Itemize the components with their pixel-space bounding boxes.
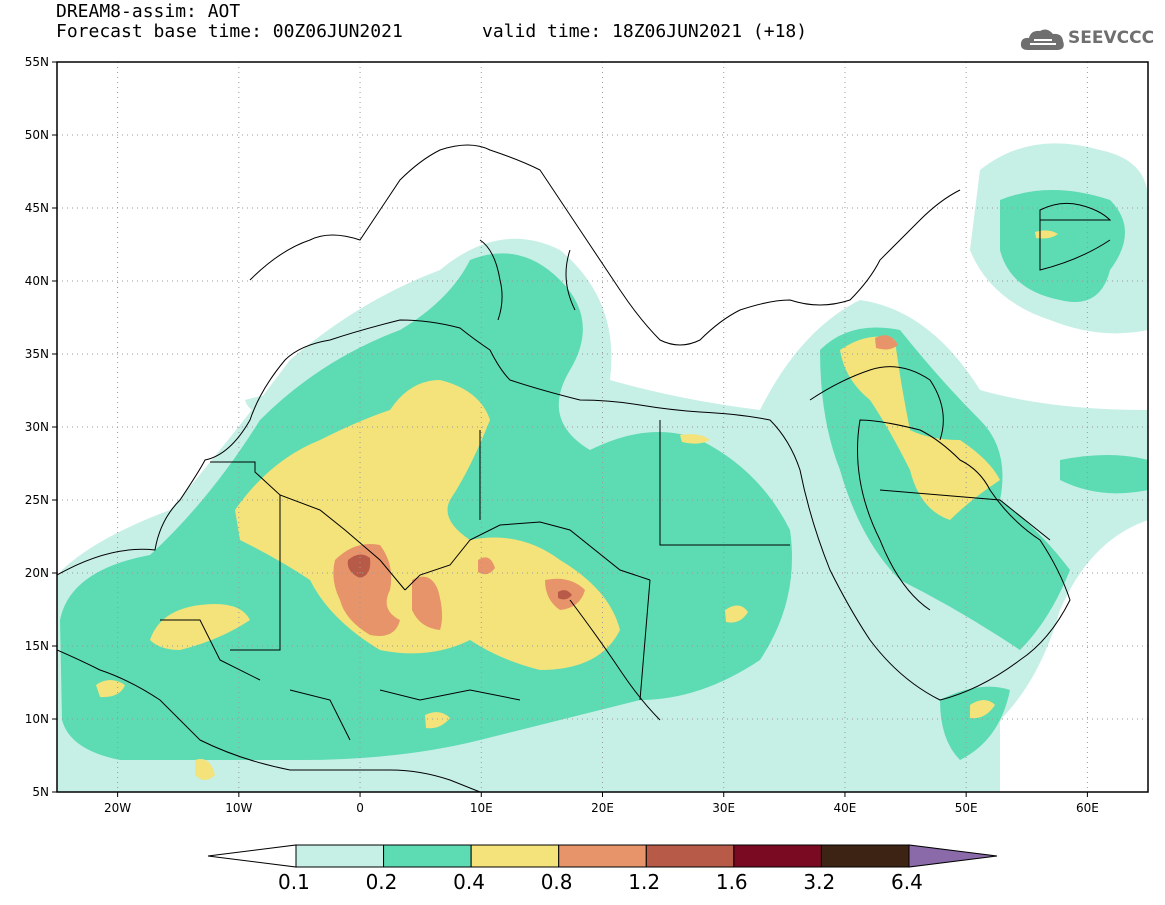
aot-contours <box>57 143 1148 792</box>
lon-label: 0 <box>356 801 364 815</box>
colorbar-label: 3.2 <box>803 870 836 894</box>
lat-label: 20N <box>25 566 49 580</box>
lon-label: 60E <box>1076 801 1099 815</box>
lon-label: 30E <box>712 801 735 815</box>
colorbar-label: 0.1 <box>278 870 310 894</box>
colorbar-box <box>820 844 910 868</box>
coastlines <box>57 144 1112 792</box>
colorbar-high-arrow <box>908 844 998 868</box>
colorbar-box <box>733 844 822 868</box>
colorbar-label: 0.4 <box>453 870 485 894</box>
latitude-labels: 55N 50N 45N 40N 35N 30N 25N 20N 15N 10N 5N <box>25 55 49 799</box>
colorbar-label: 0.8 <box>540 870 573 894</box>
colorbar-label: 1.2 <box>628 870 661 894</box>
lon-label: 20E <box>591 801 614 815</box>
lat-label: 45N <box>25 201 49 215</box>
lat-label: 30N <box>25 420 49 434</box>
lat-label: 35N <box>25 347 49 361</box>
lon-label: 20W <box>104 801 131 815</box>
colorbar-label: 0.2 <box>365 870 398 894</box>
lat-label: 55N <box>25 55 49 69</box>
colorbar-box <box>558 844 647 868</box>
colorbar-box <box>383 844 472 868</box>
axis-ticks <box>52 61 1088 797</box>
colorbar-box <box>645 844 735 868</box>
lat-label: 5N <box>32 785 49 799</box>
map-title: DREAM8-assim: AOT <box>56 1 241 22</box>
lon-label: 40E <box>834 801 857 815</box>
lat-label: 15N <box>25 639 49 653</box>
lon-label: 10E <box>470 801 493 815</box>
colorbar-low-arrow <box>207 844 297 868</box>
colorbar-label: 6.4 <box>891 870 923 894</box>
colorbar-box <box>470 844 560 868</box>
lat-label: 50N <box>25 128 49 142</box>
valid-time: valid time: 18Z06JUN2021 (+18) <box>482 21 808 42</box>
lat-label: 10N <box>25 712 49 726</box>
lat-label: 40N <box>25 274 49 288</box>
lon-label: 10W <box>225 801 252 815</box>
lat-label: 25N <box>25 493 49 507</box>
colorbar-box <box>295 844 385 868</box>
lon-label: 50E <box>955 801 978 815</box>
seevccc-logo: SEEVCCC <box>1018 22 1158 56</box>
longitude-labels: 20W 10W 0 10E 20E 30E 40E 50E 60E <box>104 801 1099 815</box>
colorbar-label: 1.6 <box>715 870 748 894</box>
forecast-base-time: Forecast base time: 00Z06JUN2021 <box>56 21 403 42</box>
cloud-icon <box>1020 29 1064 50</box>
logo-text: SEEVCCC <box>1068 28 1155 48</box>
